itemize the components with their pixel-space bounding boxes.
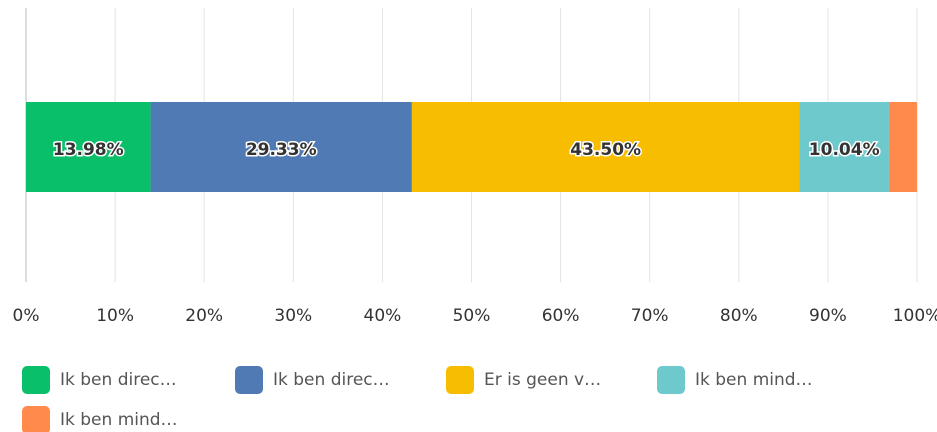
x-tick-label: 60% — [542, 306, 580, 326]
x-tick-label: 30% — [274, 306, 312, 326]
legend-label: Ik ben direc… — [60, 370, 177, 390]
legend-label: Ik ben mind… — [60, 410, 178, 430]
legend-swatch — [235, 366, 263, 394]
x-tick-label: 80% — [720, 306, 758, 326]
legend-label: Er is geen v… — [484, 370, 601, 390]
legend-label: Ik ben direc… — [273, 370, 390, 390]
x-tick-label: 10% — [96, 306, 134, 326]
x-tick-label: 100% — [893, 306, 937, 326]
value-label: 43.50% — [570, 140, 641, 160]
legend-swatch — [657, 366, 685, 394]
bar-segment — [411, 102, 800, 192]
x-tick-label: 20% — [185, 306, 223, 326]
bar-segment — [888, 102, 917, 192]
value-label: 13.98% — [53, 140, 124, 160]
x-tick-label: 40% — [364, 306, 402, 326]
value-label: 10.04% — [809, 140, 880, 160]
value-label: 29.33% — [246, 140, 317, 160]
x-tick-label: 50% — [453, 306, 491, 326]
bar-segment — [799, 102, 889, 192]
bar-segment — [150, 102, 412, 192]
legend-swatch — [22, 366, 50, 394]
x-tick-label: 0% — [13, 306, 40, 326]
bar-segment — [26, 102, 151, 192]
x-tick-label: 90% — [809, 306, 847, 326]
x-tick-label: 70% — [631, 306, 669, 326]
legend-swatch — [22, 406, 50, 432]
legend-swatch — [446, 366, 474, 394]
legend-label: Ik ben mind… — [695, 370, 813, 390]
